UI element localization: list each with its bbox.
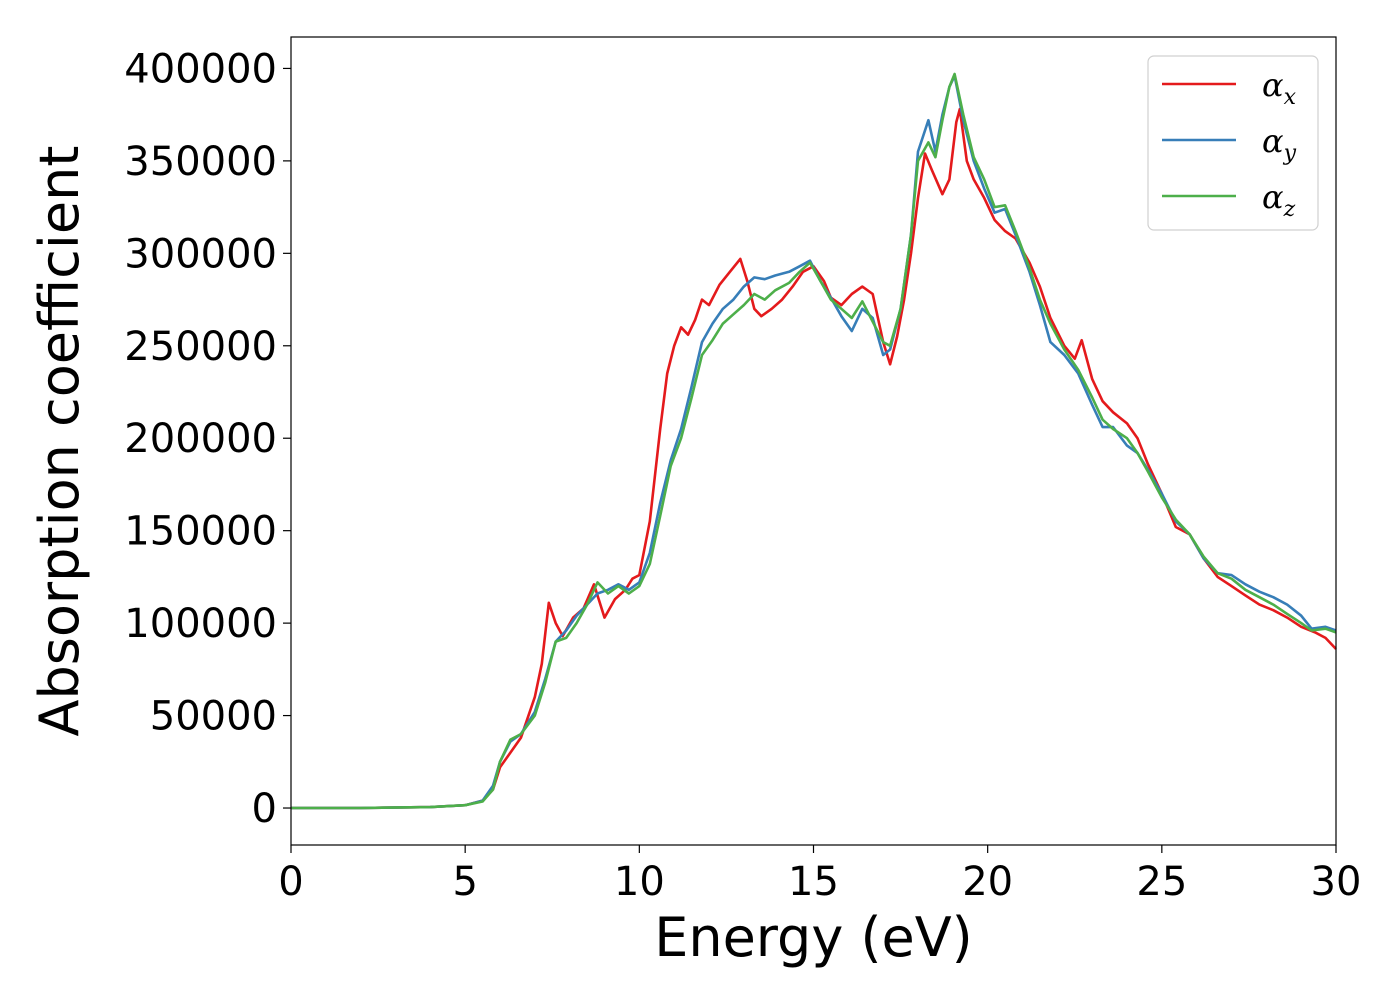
x-tick-label: 0 <box>278 859 303 905</box>
legend-label-z: αz <box>1262 178 1296 222</box>
x-tick-label: 30 <box>1311 859 1362 905</box>
y-tick-label: 300000 <box>124 231 277 277</box>
y-tick-label: 200000 <box>124 416 277 462</box>
legend-label-y: αy <box>1262 122 1297 166</box>
y-tick-label: 50000 <box>150 694 277 740</box>
y-tick-label: 100000 <box>124 601 277 647</box>
legend: αx αy αz <box>1147 55 1319 231</box>
x-tick-label: 20 <box>962 859 1013 905</box>
y-tick-label: 250000 <box>124 324 277 370</box>
x-tick-label: 5 <box>452 859 477 905</box>
series-line-z <box>291 72 1337 810</box>
x-tick-label: 25 <box>1136 859 1187 905</box>
x-axis-ticks: 0 5 10 15 20 25 30 <box>278 845 1361 905</box>
series-line-x <box>291 107 1337 810</box>
series-layer <box>291 72 1337 810</box>
y-tick-label: 400000 <box>124 46 277 92</box>
y-axis-label: Absorption coefficient <box>28 146 91 737</box>
legend-label-x: αx <box>1262 66 1297 110</box>
y-axis-ticks: 0 50000 100000 150000 200000 250000 300000 3500… <box>124 46 291 832</box>
y-tick-label: 150000 <box>124 509 277 555</box>
x-tick-label: 10 <box>614 859 665 905</box>
y-tick-label: 0 <box>252 786 277 832</box>
x-axis-label: Energy (eV) <box>654 906 973 969</box>
legend-box <box>1147 55 1319 231</box>
x-tick-label: 15 <box>788 859 839 905</box>
y-tick-label: 350000 <box>124 139 277 185</box>
